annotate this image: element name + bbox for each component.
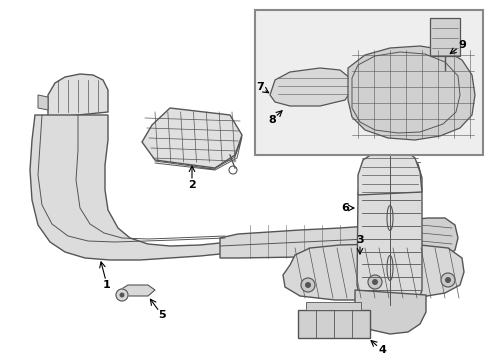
Polygon shape [120, 285, 155, 296]
Circle shape [368, 275, 382, 289]
Circle shape [301, 278, 315, 292]
Text: 2: 2 [188, 180, 196, 190]
Text: 7: 7 [256, 82, 264, 92]
Polygon shape [38, 95, 48, 110]
Circle shape [441, 273, 455, 287]
Bar [306, 302, 361, 310]
Bar [298, 310, 370, 338]
Text: 1: 1 [103, 280, 111, 290]
Text: 5: 5 [158, 310, 166, 320]
Circle shape [116, 289, 128, 301]
Circle shape [305, 282, 311, 288]
Polygon shape [220, 222, 408, 258]
Text: 4: 4 [378, 345, 386, 355]
Polygon shape [357, 154, 422, 314]
Polygon shape [30, 115, 238, 260]
Circle shape [120, 292, 124, 297]
Circle shape [445, 277, 451, 283]
Polygon shape [385, 218, 458, 264]
Polygon shape [270, 68, 352, 106]
Polygon shape [283, 244, 464, 300]
Polygon shape [142, 108, 242, 168]
Polygon shape [48, 74, 108, 118]
Bar [255, 10, 483, 155]
Bar [430, 18, 460, 56]
Polygon shape [358, 148, 422, 195]
Polygon shape [348, 46, 475, 140]
Text: 6: 6 [341, 203, 349, 213]
Text: 3: 3 [356, 235, 364, 245]
Circle shape [372, 279, 378, 285]
Polygon shape [355, 290, 426, 334]
Text: 9: 9 [458, 40, 466, 50]
Text: 8: 8 [268, 115, 276, 125]
